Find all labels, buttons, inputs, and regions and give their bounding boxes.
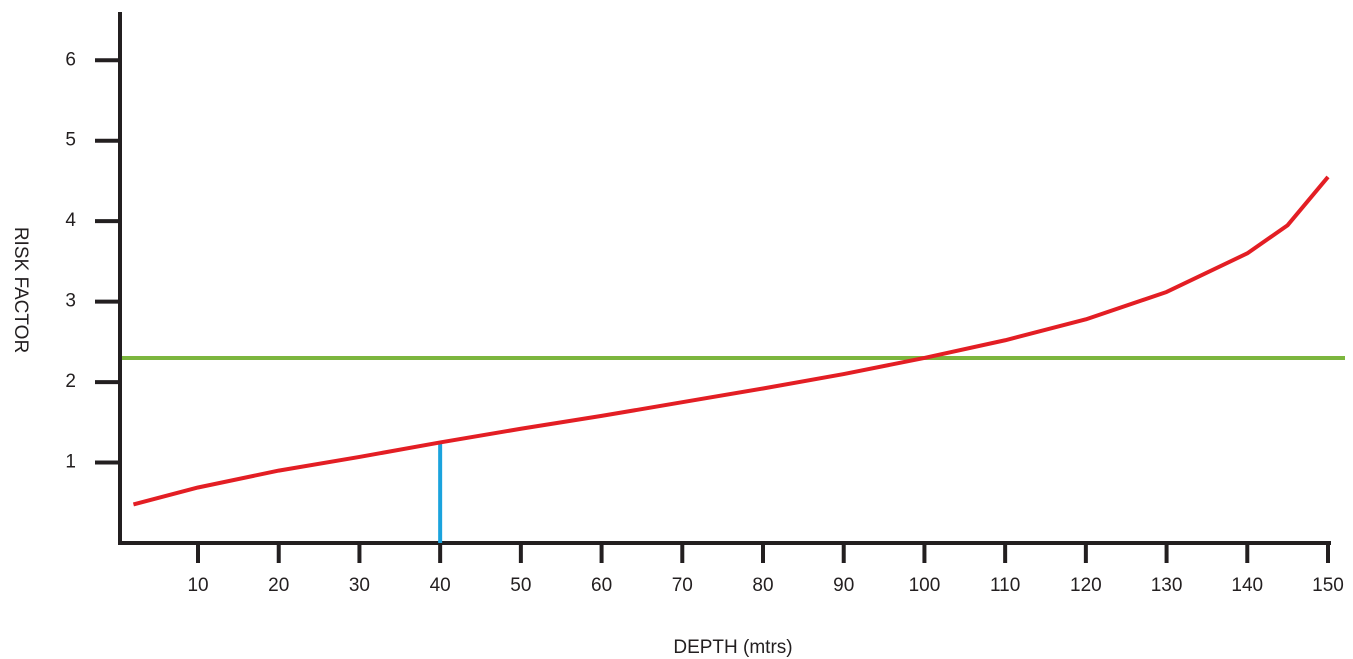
y-tick-label: 5 <box>65 130 76 151</box>
y-axis-label: RISK FACTOR <box>10 227 31 353</box>
x-tick-label: 120 <box>1070 575 1102 596</box>
x-tick-label: 150 <box>1312 575 1344 596</box>
y-tick-label: 1 <box>65 452 76 473</box>
x-tick-label: 100 <box>909 575 941 596</box>
x-axis-label: DEPTH (mtrs) <box>673 637 792 658</box>
x-tick-label: 90 <box>833 575 854 596</box>
y-tick-label: 6 <box>65 49 76 70</box>
y-tick-label: 3 <box>65 291 76 312</box>
x-tick-label: 50 <box>510 575 531 596</box>
x-tick-label: 40 <box>430 575 451 596</box>
x-tick-label: 140 <box>1231 575 1263 596</box>
x-tick-label: 60 <box>591 575 612 596</box>
x-tick-label: 30 <box>349 575 370 596</box>
y-tick-label: 2 <box>65 371 76 392</box>
y-tick-label: 4 <box>65 210 76 231</box>
x-tick-label: 110 <box>990 575 1020 596</box>
x-tick-label: 80 <box>752 575 773 596</box>
x-tick-label: 70 <box>672 575 693 596</box>
x-tick-label: 130 <box>1151 575 1183 596</box>
data-line <box>133 177 1328 504</box>
chart: DEPTH (mtrs) RISK FACTOR 1 2 3 4 5 6 10 20 30 40 5… <box>0 0 1353 659</box>
x-tick-label: 10 <box>187 575 208 596</box>
x-tick-label: 20 <box>268 575 289 596</box>
